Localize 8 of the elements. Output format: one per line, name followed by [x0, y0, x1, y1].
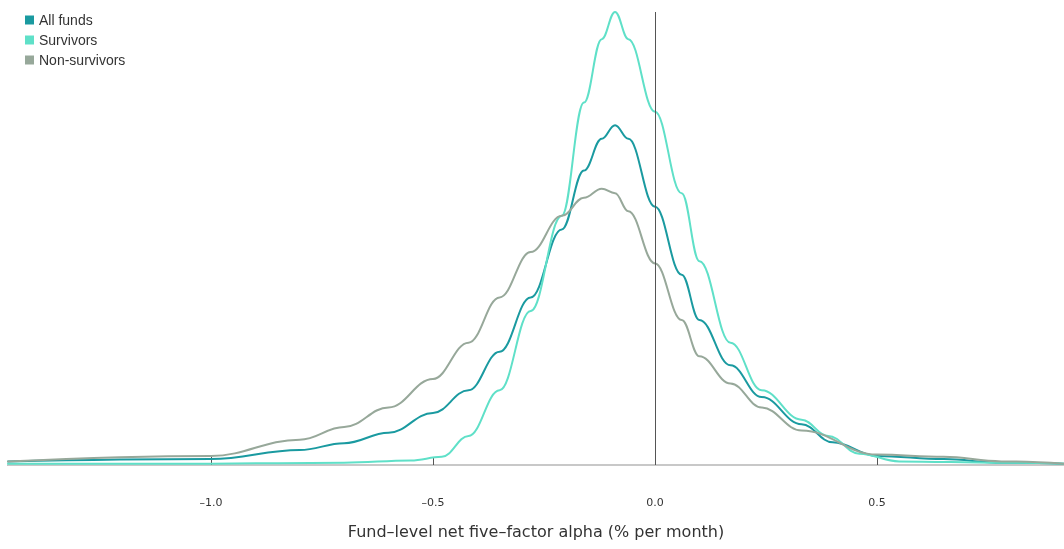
x-tick-label: –1.0 [199, 496, 223, 509]
legend-label: Survivors [39, 32, 98, 48]
x-tick-label: –0.5 [421, 496, 445, 509]
x-tick-label: 0.5 [868, 496, 886, 509]
legend-label: All funds [39, 12, 93, 28]
x-tick-label: 0.0 [646, 496, 664, 509]
x-axis-title: Fund–level net five–factor alpha (% per month) [347, 521, 725, 541]
legend-label: Non-survivors [39, 52, 126, 68]
